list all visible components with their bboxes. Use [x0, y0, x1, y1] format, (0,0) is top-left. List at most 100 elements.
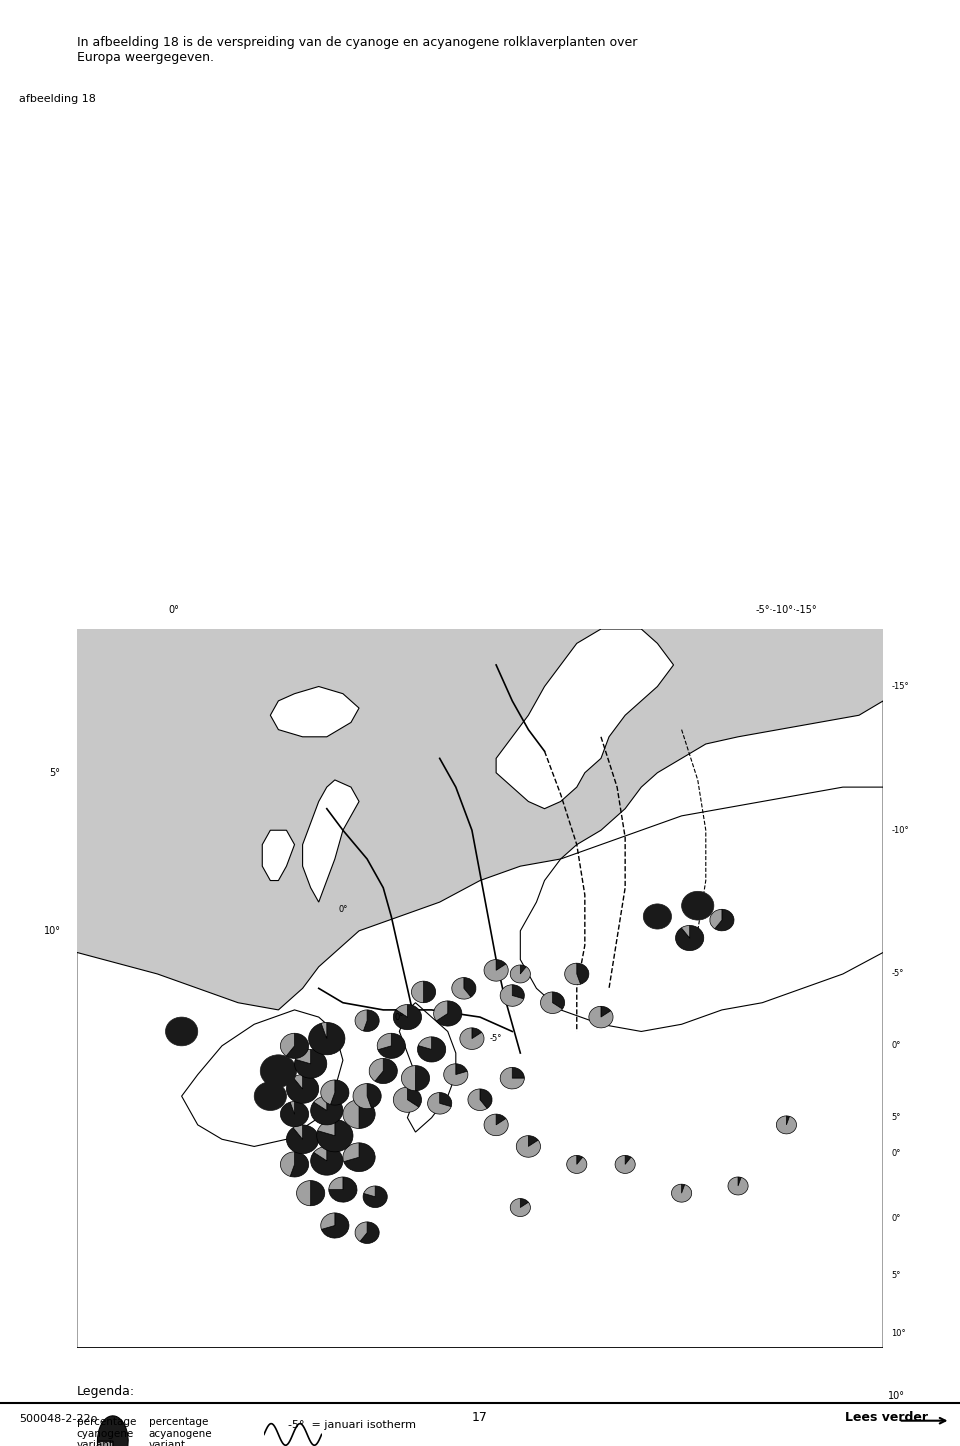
Text: 0°: 0° [891, 1150, 900, 1158]
Wedge shape [577, 1155, 583, 1164]
Polygon shape [302, 779, 359, 902]
Wedge shape [359, 1100, 375, 1128]
Text: percentage
acyanogene
variant: percentage acyanogene variant [149, 1417, 212, 1446]
Wedge shape [496, 1113, 506, 1125]
Wedge shape [314, 1096, 326, 1111]
Text: 500048-2-22o: 500048-2-22o [19, 1414, 98, 1424]
Text: -5°·-10°·-15°: -5°·-10°·-15° [756, 604, 817, 615]
Text: 5°: 5° [891, 1113, 900, 1122]
Circle shape [682, 891, 714, 920]
Text: 0°: 0° [168, 604, 179, 615]
Polygon shape [271, 687, 359, 737]
Wedge shape [343, 1100, 359, 1128]
Text: 0°: 0° [395, 1012, 404, 1021]
Text: percentage
cyanogene
variant: percentage cyanogene variant [77, 1417, 136, 1446]
Wedge shape [553, 992, 564, 1009]
Wedge shape [367, 1083, 381, 1108]
Wedge shape [344, 1142, 375, 1171]
Wedge shape [464, 977, 476, 998]
Wedge shape [322, 1022, 326, 1038]
Wedge shape [321, 1213, 335, 1229]
Circle shape [260, 1054, 297, 1087]
Wedge shape [513, 985, 524, 999]
Text: -5°: -5° [891, 969, 903, 979]
Wedge shape [280, 1034, 295, 1056]
Wedge shape [293, 1125, 302, 1139]
Text: 0°: 0° [891, 1041, 900, 1050]
Wedge shape [511, 1199, 530, 1216]
Wedge shape [566, 1155, 587, 1173]
Text: Legenda:: Legenda: [77, 1385, 135, 1398]
Wedge shape [440, 1093, 452, 1106]
Wedge shape [396, 1005, 407, 1017]
Wedge shape [412, 982, 423, 1002]
Text: afbeelding 18: afbeelding 18 [19, 94, 96, 104]
Wedge shape [322, 1213, 348, 1238]
Wedge shape [328, 1177, 357, 1202]
Circle shape [254, 1082, 286, 1111]
Wedge shape [311, 1147, 343, 1176]
Wedge shape [682, 1184, 684, 1193]
Wedge shape [540, 992, 563, 1014]
Wedge shape [318, 1119, 335, 1135]
Wedge shape [321, 1080, 335, 1105]
Text: 5°: 5° [891, 1271, 900, 1280]
Wedge shape [328, 1177, 343, 1190]
Wedge shape [437, 1001, 462, 1027]
Wedge shape [601, 1006, 611, 1017]
Text: 10°: 10° [43, 925, 60, 936]
Wedge shape [500, 1067, 524, 1089]
Text: 10°: 10° [891, 1329, 906, 1338]
Wedge shape [286, 1125, 319, 1154]
Text: -5°  = januari isotherm: -5° = januari isotherm [288, 1420, 416, 1430]
Polygon shape [520, 787, 883, 1031]
Wedge shape [286, 1034, 308, 1058]
Wedge shape [363, 1186, 387, 1207]
Wedge shape [738, 1177, 741, 1186]
Wedge shape [419, 1037, 432, 1050]
Wedge shape [786, 1116, 789, 1125]
Wedge shape [364, 1186, 375, 1197]
Wedge shape [513, 1067, 524, 1079]
Wedge shape [472, 1028, 482, 1038]
Wedge shape [484, 1113, 508, 1135]
Text: 17: 17 [472, 1411, 488, 1424]
Wedge shape [309, 1022, 345, 1054]
Wedge shape [355, 1009, 367, 1031]
Wedge shape [468, 1089, 487, 1111]
Circle shape [165, 1017, 198, 1045]
Wedge shape [564, 963, 581, 985]
Wedge shape [375, 1058, 397, 1083]
Wedge shape [416, 1066, 430, 1090]
Wedge shape [280, 1102, 308, 1126]
Wedge shape [500, 985, 524, 1006]
Wedge shape [286, 1074, 319, 1103]
Wedge shape [98, 1416, 128, 1446]
Wedge shape [480, 1089, 492, 1109]
Wedge shape [484, 960, 508, 982]
Wedge shape [295, 1050, 326, 1079]
Text: -5°: -5° [490, 1034, 502, 1043]
Wedge shape [311, 1180, 324, 1206]
Wedge shape [709, 910, 722, 928]
Wedge shape [394, 1005, 421, 1030]
Polygon shape [77, 701, 883, 1348]
Wedge shape [297, 1180, 311, 1206]
Wedge shape [377, 1034, 392, 1050]
Wedge shape [364, 1009, 379, 1031]
Wedge shape [528, 1135, 539, 1147]
Wedge shape [434, 1001, 447, 1021]
Wedge shape [317, 1119, 353, 1152]
Wedge shape [360, 1222, 379, 1244]
Text: 0°: 0° [338, 905, 348, 914]
Wedge shape [311, 1096, 343, 1125]
Wedge shape [588, 1006, 613, 1028]
Wedge shape [520, 1199, 528, 1207]
Text: 10°: 10° [888, 1391, 905, 1401]
Text: -15°: -15° [891, 683, 909, 691]
Wedge shape [343, 1142, 359, 1161]
Circle shape [643, 904, 672, 928]
Wedge shape [280, 1152, 295, 1177]
Wedge shape [456, 1064, 468, 1074]
Wedge shape [520, 964, 526, 975]
